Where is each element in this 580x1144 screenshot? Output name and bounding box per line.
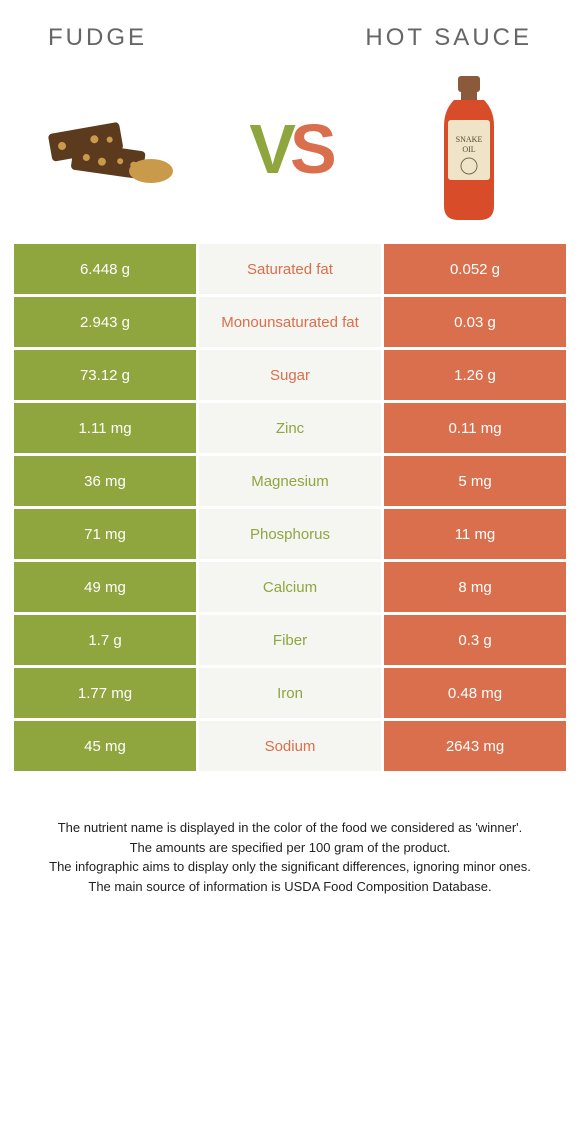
nutrient-label: Sugar — [199, 350, 381, 400]
table-row: 49 mgCalcium8 mg — [14, 562, 566, 612]
table-row: 1.77 mgIron0.48 mg — [14, 668, 566, 718]
footer-line3: The infographic aims to display only the… — [30, 857, 550, 877]
vs-s: S — [290, 109, 331, 189]
table-row: 36 mgMagnesium5 mg — [14, 456, 566, 506]
nutrient-label: Sodium — [199, 721, 381, 771]
fudge-image — [36, 74, 186, 224]
value-right: 0.052 g — [384, 244, 566, 294]
value-left: 71 mg — [14, 509, 196, 559]
nutrient-label: Monounsaturated fat — [199, 297, 381, 347]
value-left: 1.11 mg — [14, 403, 196, 453]
table-row: 1.11 mgZinc0.11 mg — [14, 403, 566, 453]
comparison-table: 6.448 gSaturated fat0.052 g2.943 gMonoun… — [0, 244, 580, 771]
footer-line2: The amounts are specified per 100 gram o… — [30, 838, 550, 858]
value-left: 49 mg — [14, 562, 196, 612]
value-left: 2.943 g — [14, 297, 196, 347]
footer-line4: The main source of information is USDA F… — [30, 877, 550, 897]
value-right: 0.48 mg — [384, 668, 566, 718]
table-row: 1.7 gFiber0.3 g — [14, 615, 566, 665]
hot-sauce-image: SNAKE OIL — [394, 74, 544, 224]
value-left: 1.7 g — [14, 615, 196, 665]
value-left: 6.448 g — [14, 244, 196, 294]
table-row: 73.12 gSugar1.26 g — [14, 350, 566, 400]
value-right: 0.3 g — [384, 615, 566, 665]
nutrient-label: Zinc — [199, 403, 381, 453]
value-right: 8 mg — [384, 562, 566, 612]
svg-text:OIL: OIL — [462, 145, 475, 154]
table-row: 2.943 gMonounsaturated fat0.03 g — [14, 297, 566, 347]
table-row: 45 mgSodium2643 mg — [14, 721, 566, 771]
table-row: 71 mgPhosphorus11 mg — [14, 509, 566, 559]
vs-v: V — [249, 109, 290, 189]
value-right: 1.26 g — [384, 350, 566, 400]
svg-text:SNAKE: SNAKE — [456, 135, 483, 144]
titles-row: Fudge Hot sauce — [0, 0, 580, 64]
nutrient-label: Calcium — [199, 562, 381, 612]
value-left: 73.12 g — [14, 350, 196, 400]
value-right: 2643 mg — [384, 721, 566, 771]
vs-label: V S — [249, 109, 330, 189]
table-row: 6.448 gSaturated fat0.052 g — [14, 244, 566, 294]
value-left: 36 mg — [14, 456, 196, 506]
title-left: Fudge — [48, 24, 147, 52]
value-right: 0.11 mg — [384, 403, 566, 453]
nutrient-label: Iron — [199, 668, 381, 718]
value-right: 0.03 g — [384, 297, 566, 347]
footer-line1: The nutrient name is displayed in the co… — [30, 818, 550, 838]
value-right: 5 mg — [384, 456, 566, 506]
value-right: 11 mg — [384, 509, 566, 559]
value-left: 45 mg — [14, 721, 196, 771]
nutrient-label: Fiber — [199, 615, 381, 665]
nutrient-label: Saturated fat — [199, 244, 381, 294]
title-right: Hot sauce — [365, 24, 532, 52]
value-left: 1.77 mg — [14, 668, 196, 718]
nutrient-label: Magnesium — [199, 456, 381, 506]
images-row: V S SNAKE OIL — [0, 64, 580, 244]
footer-notes: The nutrient name is displayed in the co… — [0, 774, 580, 896]
nutrient-label: Phosphorus — [199, 509, 381, 559]
